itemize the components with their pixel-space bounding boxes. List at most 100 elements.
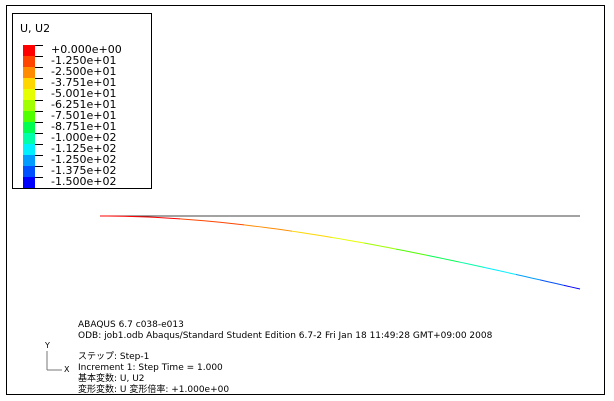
beam-segment [187, 218, 197, 221]
beam-segment [235, 223, 245, 226]
beam-segment [531, 277, 541, 281]
triad-x-label: X [64, 365, 70, 374]
beam-segment [331, 236, 341, 240]
legend-tick [35, 45, 43, 46]
legend-swatch [23, 45, 35, 56]
legend-label: -1.125e+02 [51, 142, 117, 155]
beam-segment [547, 281, 557, 285]
beam-segment [435, 256, 445, 260]
beam-segment [195, 219, 205, 222]
beam-segment [387, 247, 397, 250]
beam-segment [355, 241, 365, 244]
beam-segment [211, 221, 221, 223]
legend-tick [35, 100, 43, 101]
legend-tick [35, 122, 43, 123]
beam-segment [259, 226, 269, 229]
legend-label: -3.751e+01 [51, 76, 117, 89]
beam-segment [555, 283, 565, 286]
beam-segment [267, 227, 277, 230]
legend-entry: -1.000e+02 [23, 131, 148, 144]
beam-segment [323, 235, 333, 238]
legend-tick [35, 177, 43, 178]
beam-segment [451, 260, 461, 263]
legend-tick [35, 155, 43, 156]
legend-title: U, U2 [20, 22, 51, 35]
legend-entry: -1.250e+02 [23, 154, 148, 166]
beam-segment [507, 272, 517, 275]
beam-segment [523, 275, 533, 279]
beam-segment [283, 229, 293, 232]
beam-segment [475, 265, 485, 268]
deformed-variable-text: 変形変数: U 変形倍率: +1.000e+00 [78, 385, 230, 395]
beam-segment [227, 222, 237, 225]
legend-entry: -2.500e+01 [23, 65, 148, 78]
legend-swatch [23, 166, 35, 177]
legend-label: -1.250e+01 [51, 54, 117, 67]
beam-segment [459, 261, 469, 265]
legend-entry: -7.501e+01 [23, 109, 148, 122]
legend-entry: -1.125e+02 [23, 142, 148, 155]
legend-swatch [23, 122, 35, 133]
legend-tick [35, 89, 43, 90]
beam-segment [203, 220, 213, 222]
beam-segment [427, 254, 437, 258]
legend-label: -2.500e+01 [51, 65, 117, 78]
beam-segment [395, 248, 405, 252]
beam-segment [467, 263, 477, 267]
beam-segment [275, 228, 285, 231]
legend-tick [35, 144, 43, 145]
beam-segment [291, 230, 301, 233]
primary-variable-text: 基本変数: U, U2 [78, 374, 145, 384]
beam-segment [483, 266, 493, 270]
legend-entry: +0.000e+00 [23, 43, 148, 56]
beam-segment [571, 286, 581, 290]
beam-segment [371, 244, 381, 247]
beam-segment [491, 268, 501, 272]
legend-swatch [23, 111, 35, 122]
legend-swatch [23, 144, 35, 155]
contour-legend: U, U2 +0.000e+00 -1.250e+01 -2.500e+01 -3.7… [12, 13, 152, 189]
legend-tick [35, 67, 43, 68]
beam-segment [171, 217, 181, 220]
legend-swatch [23, 67, 35, 78]
beam-segment [307, 233, 317, 236]
legend-entry: -3.751e+01 [23, 76, 148, 89]
beam-segment [315, 234, 325, 237]
legend-tick [35, 166, 43, 167]
legend-tick [35, 56, 43, 57]
legend-label: -1.000e+02 [51, 131, 117, 144]
legend-tick [35, 133, 43, 134]
beam-segment [339, 238, 349, 241]
beam-segment [443, 258, 453, 261]
odb-text: ODB: job1.odb Abaqus/Standard Student Ed… [78, 331, 493, 341]
beam-segment [411, 251, 421, 255]
legend-swatch [23, 89, 35, 100]
beam-segment [299, 231, 309, 235]
legend-label: -8.751e+01 [51, 120, 117, 133]
legend-label: -1.500e+02 [51, 175, 117, 188]
legend-swatch [23, 155, 35, 166]
beam-segment [243, 224, 253, 227]
beam-segment [179, 218, 189, 220]
beam-segment [403, 250, 413, 253]
step-text: ステップ: Step-1 [78, 352, 150, 362]
legend-entry: -1.375e+02 [23, 164, 148, 177]
legend-swatch [23, 56, 35, 67]
legend-swatch [23, 133, 35, 144]
legend-entry: -6.251e+01 [23, 98, 148, 111]
beam-segment [363, 242, 373, 246]
legend-label: -6.251e+01 [51, 98, 117, 111]
beam-segment [499, 270, 509, 274]
beam-segment [563, 284, 573, 288]
legend-label: -1.375e+02 [51, 164, 117, 177]
increment-text: Increment 1: Step Time = 1.000 [78, 363, 223, 373]
beam-segment [347, 239, 357, 243]
legend-entry: -1.500e+02 [23, 175, 148, 188]
legend-label: -7.501e+01 [51, 109, 117, 122]
axis-triad: Y X [30, 342, 70, 376]
beam-segment [219, 221, 229, 224]
legend-tick [35, 111, 43, 112]
legend-swatch [23, 78, 35, 89]
legend-label: +0.000e+00 [51, 43, 122, 56]
version-text: ABAQUS 6.7 c038-e013 [78, 320, 184, 330]
